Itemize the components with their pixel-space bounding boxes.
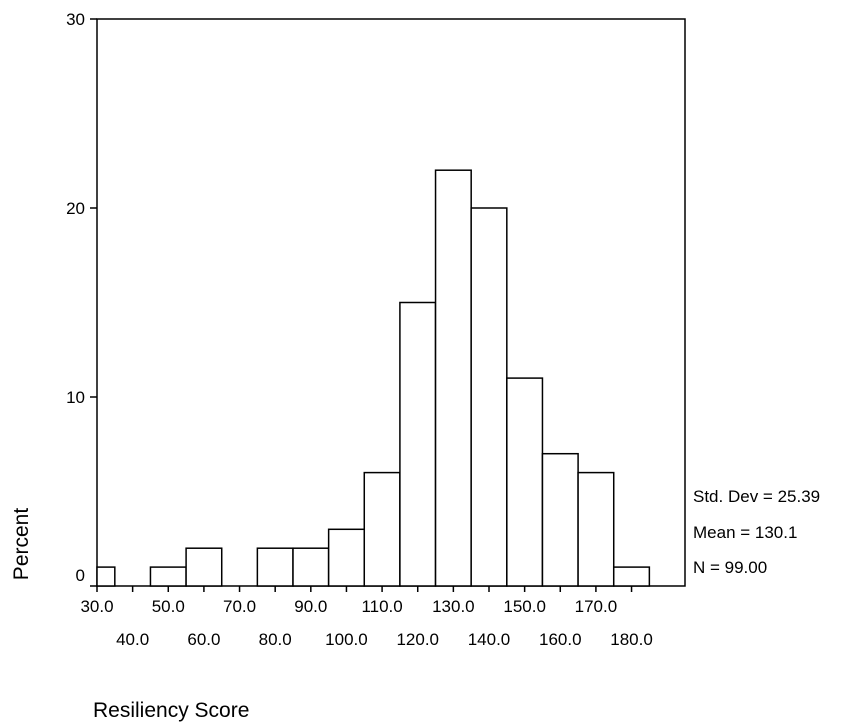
histogram-bar-80.0 [256,547,294,587]
x-axis-title: Resiliency Score [93,699,249,722]
histogram-bar-130.0 [434,169,472,587]
y-tick-label: 20 [66,199,85,218]
histogram-bar-110.0 [363,471,401,587]
histogram-bar-90.0 [292,547,330,587]
histogram-bar-50.0 [149,566,187,587]
mean-label: Mean = 130.1 [693,523,797,542]
y-tick-label: 10 [66,388,85,407]
y-tick-label: 30 [66,10,85,29]
histogram-bar-100.0 [327,528,366,587]
x-tick-label: 80.0 [259,630,292,649]
histogram-bar-170.0 [577,471,615,587]
x-tick-label: 160.0 [539,630,582,649]
x-tick-label: 110.0 [361,597,402,616]
histogram-bar-180.0 [612,566,651,587]
x-tick-label: 170.0 [575,597,618,616]
histogram-bar-140.0 [470,207,508,587]
y-axis-title: Percent [10,508,33,581]
n-label: N = 99.00 [693,558,767,577]
x-tick-label: 70.0 [223,597,256,616]
histogram-bar-60.0 [185,547,223,587]
histogram-bar-160.0 [541,452,579,587]
x-tick-label: 90.0 [294,597,327,616]
x-tick-label: 140.0 [468,630,511,649]
histogram-bar-30.0 [96,566,116,587]
x-tick-label: 30.0 [80,597,113,616]
x-tick-label: 100.0 [325,630,368,649]
y-tick-label: 0 [76,566,85,585]
x-tick-label: 120.0 [396,630,439,649]
x-tick-label: 40.0 [116,630,149,649]
histogram-bar-120.0 [399,301,437,587]
x-tick-label: 60.0 [187,630,220,649]
x-tick-label: 150.0 [503,597,546,616]
x-tick-label: 50.0 [152,597,185,616]
x-tick-label: 130.0 [432,597,475,616]
std-dev-label: Std. Dev = 25.39 [693,487,820,506]
x-tick-label: 180.0 [610,630,653,649]
histogram-bar-150.0 [506,377,544,587]
